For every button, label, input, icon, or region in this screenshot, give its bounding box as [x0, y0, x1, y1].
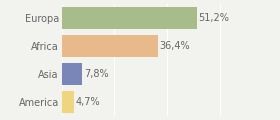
Bar	[62, 63, 82, 85]
Bar	[62, 91, 74, 113]
Text: 51,2%: 51,2%	[198, 13, 229, 23]
Bar	[62, 7, 197, 29]
Text: 36,4%: 36,4%	[159, 41, 190, 51]
Text: 4,7%: 4,7%	[76, 97, 100, 107]
Text: 7,8%: 7,8%	[84, 69, 108, 79]
Bar	[62, 35, 158, 57]
